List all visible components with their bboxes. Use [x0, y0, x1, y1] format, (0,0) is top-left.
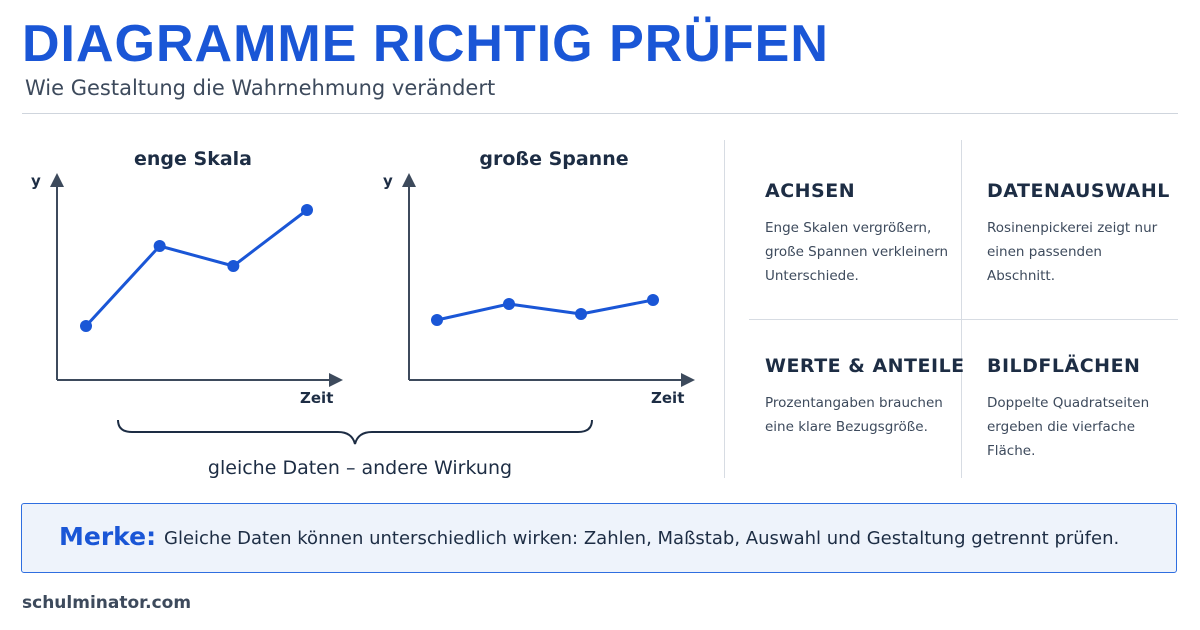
chart-right-title: große Spanne — [479, 148, 629, 170]
chart-left-series-line — [84, 208, 308, 328]
card-werte-anteile: WERTE & ANTEILE Prozentangaben brauchen … — [765, 355, 965, 439]
chart-right-point-4 — [647, 294, 659, 306]
card-text: Doppelte Quadratseiten ergeben die vierf… — [987, 395, 1150, 459]
card-text: Prozentangaben brauchen eine klare Bezug… — [765, 395, 943, 435]
merke-label: Merke: — [59, 522, 157, 551]
grid-divider-middle — [749, 319, 1178, 320]
card-title: DATENAUSWAHL — [987, 180, 1170, 202]
chart-left-title: enge Skala — [134, 148, 252, 170]
card-text: Enge Skalen vergrößern, große Spannen ve… — [765, 220, 949, 284]
chart-left-y-label: y — [31, 172, 41, 190]
charts-area — [50, 173, 695, 445]
card-bildflaechen: BILDFLÄCHEN Doppelte Quadratseiten ergeb… — [987, 355, 1187, 463]
card-title: BILDFLÄCHEN — [987, 355, 1141, 377]
merke-text: Gleiche Daten können unterschiedlich wir… — [164, 528, 1120, 549]
chart-left-point-3 — [227, 260, 240, 272]
chart-right-y-label: y — [383, 172, 393, 190]
chart-left-point-4 — [301, 204, 313, 216]
chart-right-point-3 — [575, 308, 587, 320]
merke-box: Merke: Gleiche Daten können unterschiedl… — [21, 503, 1177, 573]
grid-divider-center — [961, 140, 962, 478]
brace-caption: gleiche Daten – andere Wirkung — [207, 457, 513, 479]
card-datenauswahl: DATENAUSWAHL Rosinenpickerei zeigt nur e… — [987, 180, 1187, 288]
chart-left-x-label: Zeit — [300, 389, 334, 407]
chart-left-point-2 — [153, 240, 166, 252]
chart-right-point-1 — [431, 314, 443, 326]
brace — [117, 419, 593, 445]
card-title: WERTE & ANTEILE — [765, 355, 965, 377]
chart-right-point-2 — [503, 298, 515, 310]
page-subtitle: Wie Gestaltung die Wahrnehmung verändert — [25, 76, 496, 100]
grid-divider-left — [724, 140, 725, 478]
card-text: Rosinenpickerei zeigt nur einen passende… — [987, 220, 1158, 284]
footer-brand: schulminator.com — [22, 593, 192, 613]
chart-right-series-line — [436, 298, 654, 322]
card-title: ACHSEN — [765, 180, 856, 202]
header-divider — [22, 113, 1178, 114]
chart-left-point-1 — [80, 320, 92, 332]
chart-right-x-label: Zeit — [651, 389, 685, 407]
page-title: DIAGRAMME RICHTIG PRÜFEN — [22, 15, 829, 73]
card-achsen: ACHSEN Enge Skalen vergrößern, große Spa… — [765, 180, 965, 288]
